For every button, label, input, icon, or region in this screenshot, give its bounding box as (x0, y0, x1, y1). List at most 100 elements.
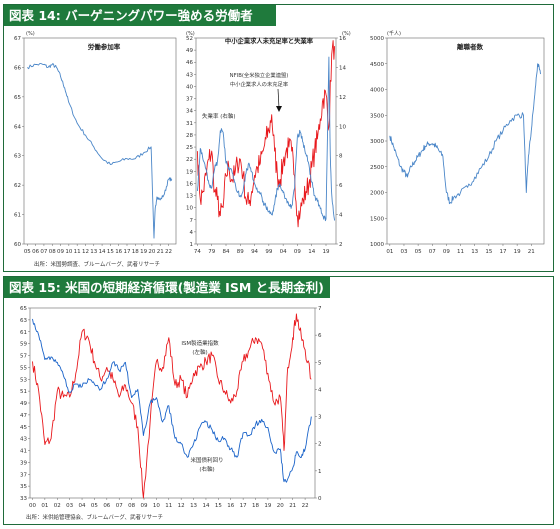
nfib-annotation-2: 中小企業求人の未充足率 (230, 80, 289, 88)
y2-tick-label: 16 (339, 36, 346, 42)
y-tick-label: 33 (20, 496, 27, 502)
figure-15-panel: 図表 15: 米国の短期経済循環(製造業 ISM と長期金利) 33 35 37 39… (3, 276, 554, 525)
x-tick-label: 14 (308, 249, 315, 255)
y2-tick-label: 8 (339, 154, 343, 160)
x-tick-label: 84 (223, 249, 230, 255)
y2-tick-label: 3 (318, 415, 322, 421)
y2-tick-label: 12 (339, 95, 346, 101)
y-tick-label: 2000 (370, 191, 384, 197)
x-tick-label: 08 (49, 249, 56, 255)
series-line-2 (32, 318, 312, 483)
y-tick-label: 52 (186, 36, 193, 42)
series-line-2 (196, 56, 336, 222)
y-tick-label: 4500 (370, 62, 384, 68)
x-tick-label: 18 (252, 503, 259, 509)
y-tick-label: 43 (186, 72, 193, 78)
y2-tick-label: 10 (339, 124, 346, 130)
x-tick-label: 19 (140, 249, 147, 255)
x-tick-label: 19 (323, 249, 330, 255)
y-tick-label: 31 (186, 121, 193, 127)
x-tick-label: 12 (178, 503, 185, 509)
x-tick-label: 15 (215, 503, 222, 509)
x-tick-label: 05 (415, 249, 422, 255)
y2-tick-label: 14 (339, 65, 346, 71)
x-tick-label: 13 (471, 249, 478, 255)
y-tick-label: 62 (14, 183, 21, 189)
y-tick-label: 59 (20, 342, 27, 348)
x-tick-label: 19 (514, 249, 521, 255)
y-tick-label: 61 (20, 330, 27, 336)
y-tick-label: 60 (14, 242, 21, 248)
chart-1-unit: (%) (26, 31, 35, 37)
figure-14-title: 図表 14: バーゲニングパワー強める労働者 (4, 5, 276, 26)
y-tick-label: 22 (186, 157, 193, 163)
y2-tick-label: 6 (318, 333, 322, 339)
y-tick-label: 1000 (370, 242, 384, 248)
x-tick-label: 04 (79, 503, 86, 509)
y-tick-label: 35 (20, 484, 27, 490)
x-tick-label: 07 (40, 249, 47, 255)
x-tick-label: 22 (302, 503, 309, 509)
y-tick-label: 57 (20, 354, 27, 360)
x-tick-label: 06 (103, 503, 110, 509)
x-tick-label: 10 (65, 249, 72, 255)
chart-1-title: 労働参加率 (88, 42, 121, 51)
series-line-1 (389, 63, 541, 205)
nfib-arrow-head (276, 106, 282, 112)
x-tick-label: 21 (157, 249, 164, 255)
figure-15-source: 出所：米供給管理協会、ブルームバーグ、武者リサーチ (26, 515, 163, 521)
y-tick-label: 10 (186, 206, 193, 212)
x-tick-label: 22 (165, 249, 172, 255)
x-tick-label: 13 (190, 503, 197, 509)
y-tick-label: 28 (186, 133, 193, 139)
plot-frame (23, 37, 177, 245)
x-tick-label: 15 (107, 249, 114, 255)
y-tick-label: 3500 (370, 113, 384, 119)
yield-axis-label: (右軸) (199, 465, 214, 473)
y-tick-label: 3000 (370, 139, 384, 145)
x-tick-label: 09 (57, 249, 64, 255)
x-tick-label: 02 (54, 503, 61, 509)
y-tick-label: 7 (190, 218, 194, 224)
series-line-1 (196, 40, 336, 228)
x-tick-label: 18 (132, 249, 139, 255)
y-tick-label: 67 (14, 36, 21, 42)
x-tick-label: 11 (74, 249, 81, 255)
figure-14-panel: 図表 14: バーゲニングパワー強める労働者 60 61 62 63 64 65 66 67 0… (3, 4, 554, 272)
series-line-1 (26, 63, 173, 239)
y-tick-label: 4000 (370, 88, 384, 94)
x-tick-label: 12 (82, 249, 89, 255)
y-tick-label: 1500 (370, 216, 384, 222)
y-tick-label: 13 (186, 194, 193, 200)
x-tick-label: 17 (123, 249, 130, 255)
ism-axis-label: (左軸) (192, 348, 207, 356)
y-tick-label: 4 (190, 230, 194, 236)
x-tick-label: 21 (289, 503, 296, 509)
x-tick-label: 17 (499, 249, 506, 255)
y-tick-label: 63 (20, 318, 27, 324)
y2-tick-label: 6 (339, 183, 343, 189)
x-tick-label: 09 (294, 249, 301, 255)
x-tick-label: 20 (148, 249, 155, 255)
y-tick-label: 39 (20, 460, 27, 466)
x-tick-label: 10 (153, 503, 160, 509)
y-tick-label: 65 (14, 95, 21, 101)
x-tick-label: 05 (91, 503, 98, 509)
y2-tick-label: 4 (339, 213, 343, 219)
chart-labor-participation: 60 61 62 63 64 65 66 67 05 06 07 08 09 10 11 12 13 14 15 16… (14, 31, 177, 255)
y-tick-label: 2500 (370, 165, 384, 171)
y-tick-label: 45 (20, 425, 27, 431)
chart-3-title: 離職者数 (457, 42, 484, 51)
y-tick-label: 49 (20, 401, 27, 407)
plot-frame (29, 307, 316, 499)
y-tick-label: 61 (14, 213, 21, 219)
y-tick-label: 64 (14, 124, 21, 130)
y-tick-label: 49 (186, 48, 193, 54)
x-tick-label: 16 (115, 249, 122, 255)
nfib-annotation-1: NFIB(全米独立企業連盟) (230, 71, 289, 79)
x-tick-label: 11 (457, 249, 464, 255)
x-tick-label: 05 (24, 249, 31, 255)
x-tick-label: 03 (400, 249, 407, 255)
x-tick-label: 07 (429, 249, 436, 255)
